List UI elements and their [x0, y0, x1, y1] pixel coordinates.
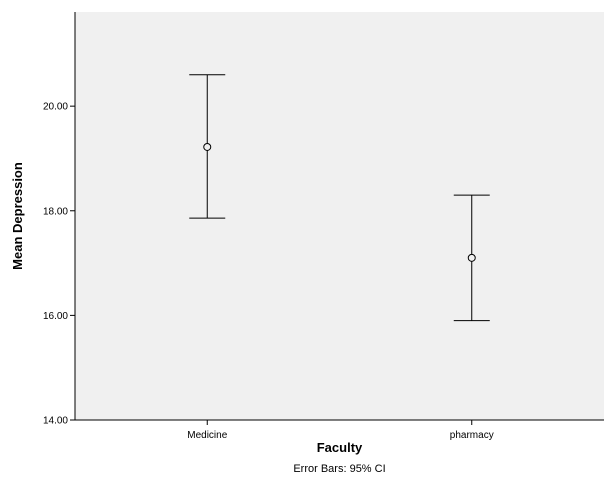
y-tick-label: 20.00 — [43, 102, 68, 113]
x-tick-label: Medicine — [187, 430, 227, 441]
x-axis-title: Faculty — [317, 440, 363, 455]
y-axis-title: Mean Depression — [10, 162, 25, 270]
plot-area — [75, 12, 604, 420]
x-axis: Medicine pharmacy — [75, 419, 604, 441]
data-marks — [189, 74, 490, 322]
y-tick-label: 16.00 — [43, 311, 68, 322]
mean-marker — [467, 253, 476, 262]
y-tick-label: 18.00 — [43, 206, 68, 217]
y-axis: 14.00 16.00 18.00 20.00 — [43, 12, 76, 427]
error-bars-note: Error Bars: 95% CI — [293, 463, 385, 475]
y-tick-label: 14.00 — [43, 416, 68, 427]
mean-marker — [203, 142, 212, 151]
x-tick-label: pharmacy — [450, 430, 494, 441]
